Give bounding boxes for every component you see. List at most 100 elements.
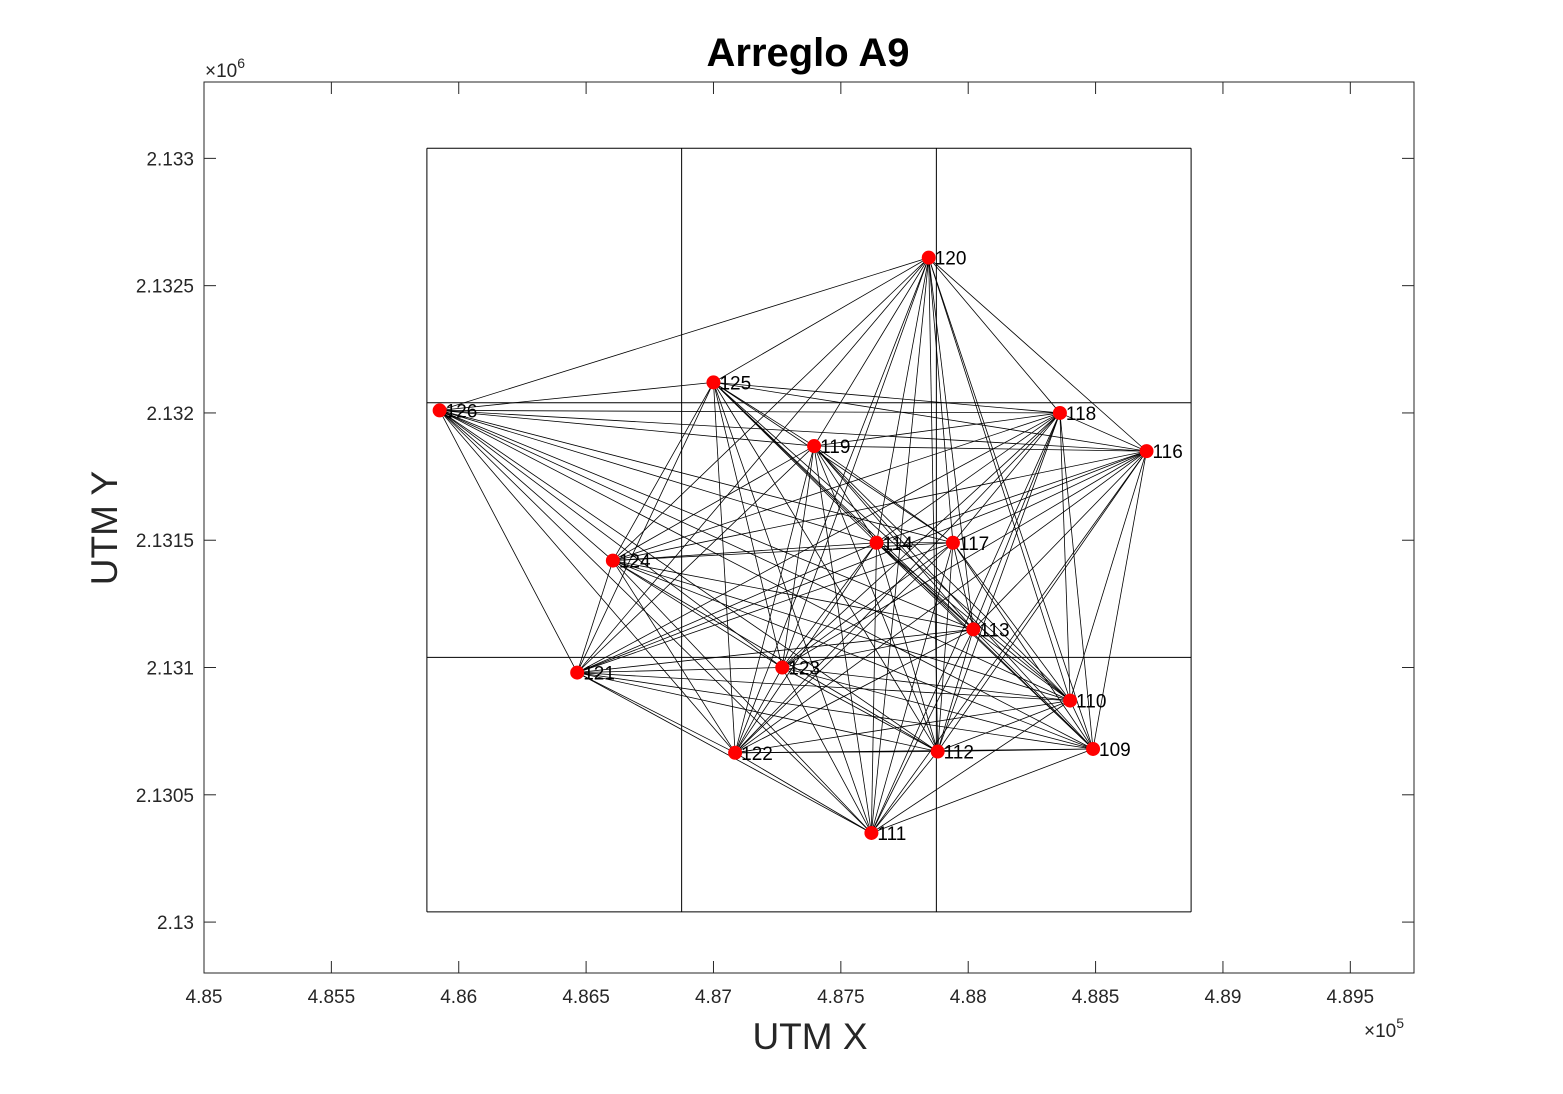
connection-line-116-122 [734, 450, 1147, 754]
connection-line-112-124 [612, 560, 938, 752]
x-tick-label-4.87: 4.87 [695, 987, 732, 1008]
connection-line-110-122 [735, 700, 1071, 754]
station-label-117: 117 [959, 534, 989, 555]
grid-cells [426, 147, 1192, 913]
connection-line-110-125 [713, 382, 1071, 701]
connection-line-118-122 [734, 412, 1061, 754]
connection-line-113-114 [876, 542, 974, 630]
connection-line-112-123 [782, 667, 938, 752]
connection-line-123-124 [612, 560, 783, 668]
station-marker-124 [605, 553, 620, 568]
connection-line-117-124 [612, 542, 953, 561]
connection-line-109-117 [952, 542, 1094, 750]
connection-line-109-123 [782, 667, 1094, 750]
station-label-113: 113 [979, 620, 1009, 641]
x-tick-label-4.86: 4.86 [440, 987, 477, 1008]
connection-line-122-124 [612, 560, 736, 754]
y-tick-label-2.1325: 2.1325 [136, 277, 194, 298]
connection-line-110-113 [973, 629, 1071, 701]
connection-line-120-123 [781, 257, 930, 668]
station-marker-114 [869, 535, 884, 550]
connection-line-112-120 [928, 257, 939, 752]
connection-line-121-124 [576, 560, 614, 673]
chart-title: Arreglo A9 [706, 31, 909, 75]
connection-line-110-123 [782, 667, 1071, 702]
x-tick-label-4.875: 4.875 [817, 987, 865, 1008]
connection-line-109-116 [1092, 451, 1147, 750]
connection-line-111-126 [439, 410, 872, 834]
y-tick-label-2.13: 2.13 [157, 913, 194, 934]
x-tick-label-4.85: 4.85 [186, 987, 223, 1008]
station-marker-112 [930, 744, 945, 759]
connection-line-111-121 [576, 672, 872, 834]
connection-line-113-119 [813, 445, 974, 630]
connection-line-110-120 [928, 257, 1071, 701]
connection-line-111-122 [734, 752, 872, 834]
connection-line-116-118 [1059, 412, 1147, 452]
plot-area-frame [203, 81, 1415, 974]
connection-line-117-122 [734, 542, 954, 754]
y-exponent-label: ×106 [205, 55, 245, 82]
connection-line-122-125 [713, 382, 736, 753]
connection-line-110-117 [952, 542, 1071, 701]
connection-line-111-113 [871, 629, 974, 834]
station-marker-110 [1063, 693, 1078, 708]
connection-line-117-125 [713, 382, 954, 544]
x-tick-label-4.895: 4.895 [1327, 987, 1375, 1008]
connection-line-118-125 [713, 381, 1060, 414]
connection-line-125-126 [439, 381, 714, 411]
connection-line-111-119 [813, 445, 872, 834]
connection-line-109-124 [612, 560, 1094, 750]
connection-line-111-112 [871, 751, 938, 834]
connection-line-116-117 [952, 450, 1147, 544]
axis-ticks: 4.85 4.855 4.86 4.865 4.87 4.875 4.88 4.885 4.89… [136, 82, 1414, 1008]
station-label-121: 121 [583, 664, 615, 685]
connection-line-121-122 [577, 672, 736, 754]
y-tick-label-2.132: 2.132 [146, 404, 194, 425]
y-tick-label-2.1305: 2.1305 [136, 786, 194, 807]
connection-line-116-125 [713, 381, 1147, 452]
connection-line-109-110 [1069, 700, 1094, 750]
connection-line-117-123 [782, 542, 954, 668]
connection-line-119-123 [781, 445, 815, 668]
station-labels: 109 110 111 112 113 114 116 117 118 119 120 121 122 1… [446, 249, 1183, 845]
connection-line-114-116 [876, 450, 1147, 544]
connection-line-109-111 [871, 748, 1094, 834]
connection-line-120-125 [713, 257, 929, 383]
connection-line-117-121 [577, 542, 954, 673]
connection-line-119-121 [576, 445, 815, 673]
station-label-114: 114 [883, 534, 914, 555]
connection-line-119-120 [813, 257, 930, 447]
station-label-111: 111 [877, 824, 906, 845]
station-marker-113 [966, 622, 981, 637]
x-tick-label-4.865: 4.865 [562, 987, 610, 1008]
connection-line-116-123 [782, 450, 1147, 668]
x-exponent-label: ×105 [1364, 1015, 1404, 1042]
connection-line-110-114 [876, 542, 1071, 701]
connection-line-122-126 [439, 410, 736, 754]
connection-line-119-125 [713, 382, 815, 447]
connection-line-113-116 [973, 450, 1147, 630]
connection-line-124-125 [612, 382, 714, 561]
connection-line-118-126 [439, 409, 1060, 414]
station-marker-109 [1086, 741, 1101, 756]
connection-line-112-118 [937, 412, 1061, 752]
connection-line-119-126 [439, 409, 815, 447]
station-label-118: 118 [1066, 404, 1096, 425]
connection-line-118-123 [781, 412, 1061, 668]
station-marker-126 [432, 403, 447, 418]
connection-line-118-124 [612, 412, 1061, 561]
y-tick-label-2.1315: 2.1315 [136, 531, 194, 552]
station-marker-122 [728, 745, 743, 760]
connection-line-109-121 [577, 672, 1094, 750]
connection-line-118-120 [928, 257, 1061, 414]
connection-line-114-118 [876, 412, 1061, 544]
connection-line-116-120 [928, 257, 1147, 452]
connection-line-123-126 [439, 410, 783, 668]
connection-line-114-119 [813, 445, 877, 543]
connection-line-117-126 [439, 410, 954, 544]
station-label-116: 116 [1153, 442, 1183, 463]
